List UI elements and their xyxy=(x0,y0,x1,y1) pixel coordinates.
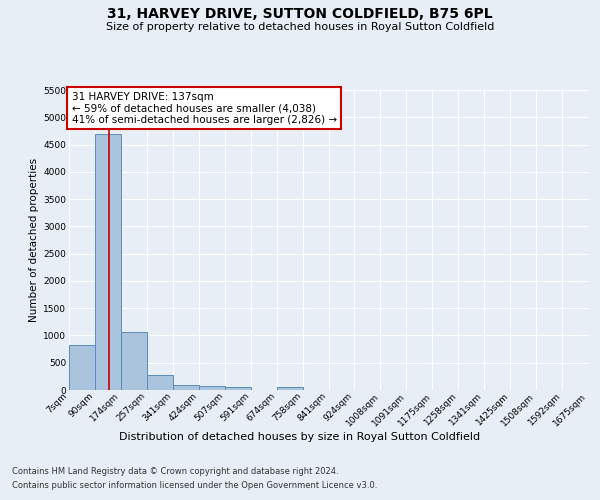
Text: Contains public sector information licensed under the Open Government Licence v3: Contains public sector information licen… xyxy=(12,481,377,490)
Bar xyxy=(95,134,121,390)
Y-axis label: Number of detached properties: Number of detached properties xyxy=(29,158,39,322)
Text: 31 HARVEY DRIVE: 137sqm
← 59% of detached houses are smaller (4,038)
41% of semi: 31 HARVEY DRIVE: 137sqm ← 59% of detache… xyxy=(71,92,337,124)
Bar xyxy=(173,385,199,390)
Bar xyxy=(69,344,95,390)
Text: 31, HARVEY DRIVE, SUTTON COLDFIELD, B75 6PL: 31, HARVEY DRIVE, SUTTON COLDFIELD, B75 … xyxy=(107,8,493,22)
Bar xyxy=(199,386,224,390)
Text: Contains HM Land Registry data © Crown copyright and database right 2024.: Contains HM Land Registry data © Crown c… xyxy=(12,468,338,476)
Bar xyxy=(224,388,251,390)
Bar xyxy=(277,388,302,390)
Text: Distribution of detached houses by size in Royal Sutton Coldfield: Distribution of detached houses by size … xyxy=(119,432,481,442)
Bar xyxy=(147,376,173,390)
Bar xyxy=(121,332,147,390)
Text: Size of property relative to detached houses in Royal Sutton Coldfield: Size of property relative to detached ho… xyxy=(106,22,494,32)
